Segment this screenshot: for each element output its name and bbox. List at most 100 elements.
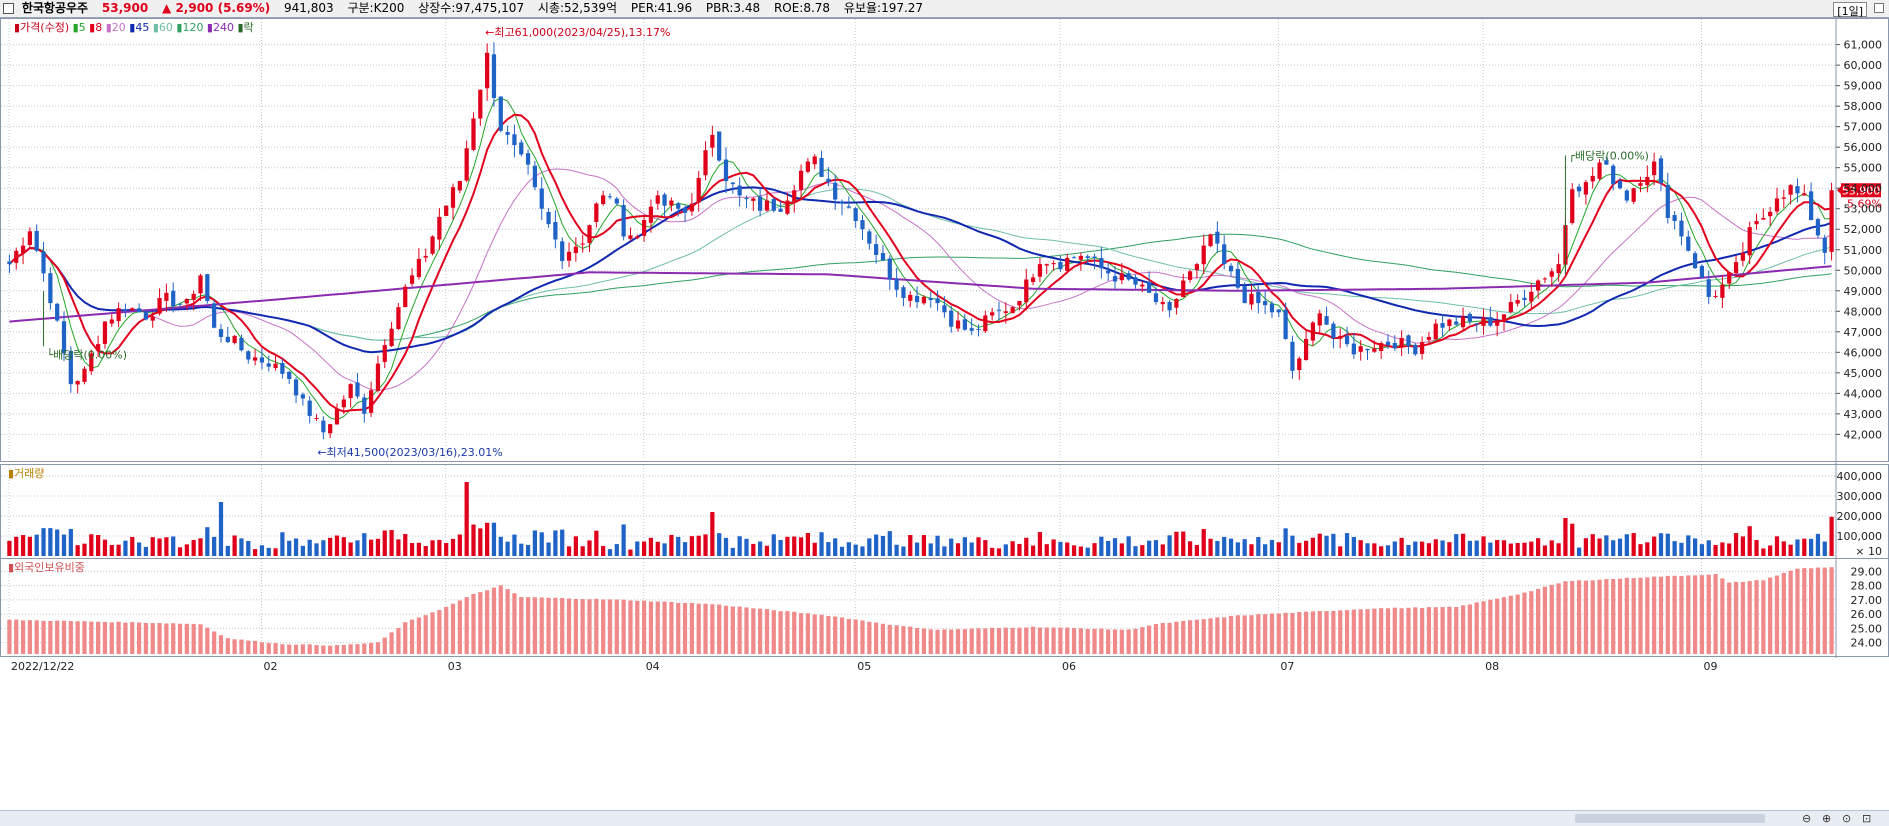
volume-bar bbox=[1303, 540, 1309, 556]
candle-body bbox=[546, 211, 551, 225]
candle-body bbox=[689, 203, 694, 212]
zoom-in-icon[interactable]: ⊕ bbox=[1822, 812, 1832, 825]
candle-body bbox=[785, 200, 790, 214]
volume-bar bbox=[621, 524, 626, 556]
volume-bar bbox=[983, 540, 988, 556]
volume-bar bbox=[853, 544, 858, 556]
candle-body bbox=[1795, 186, 1800, 194]
volume-bar bbox=[1829, 516, 1834, 556]
volume-bar bbox=[1788, 544, 1793, 556]
candle-body bbox=[1426, 336, 1432, 340]
volume-bar bbox=[1385, 545, 1391, 556]
foreign-ratio-bar bbox=[1119, 629, 1124, 654]
foreign-ratio-bar bbox=[1474, 602, 1479, 654]
foreign-ratio-bar bbox=[949, 629, 954, 654]
volume-bar bbox=[1808, 538, 1814, 556]
candle-body bbox=[778, 208, 783, 212]
candle-body bbox=[935, 298, 940, 304]
foreign-ratio-bar bbox=[1235, 615, 1240, 654]
foreign-ratio-bar bbox=[1563, 581, 1568, 654]
foreign-ratio-bar bbox=[1419, 608, 1425, 654]
volume-bar bbox=[232, 535, 237, 556]
listed-shares: 상장수:97,475,107 bbox=[418, 1, 525, 15]
price-tick-label: 51,000 bbox=[1844, 244, 1883, 257]
chart-scroll-bar[interactable]: ⊖ ⊕ ⊙ ⊡ bbox=[0, 810, 1889, 826]
candle-body bbox=[1727, 272, 1732, 284]
checkbox-icon[interactable] bbox=[3, 3, 14, 14]
volume-bar bbox=[1781, 541, 1786, 556]
zoom-out-icon[interactable]: ⊖ bbox=[1802, 812, 1812, 825]
volume-bar bbox=[1768, 545, 1773, 556]
candle-body bbox=[1508, 302, 1513, 312]
price-tick-label: 54,000 bbox=[1844, 182, 1883, 195]
volume-bar bbox=[1283, 528, 1288, 556]
stock-name[interactable]: 한국항공우주 bbox=[21, 1, 89, 15]
volume-bar bbox=[1515, 543, 1520, 556]
candle-body bbox=[300, 394, 305, 399]
volume-bar bbox=[1699, 544, 1705, 556]
volume-bar bbox=[1740, 536, 1745, 556]
candle-body bbox=[375, 363, 381, 391]
candle-body bbox=[205, 274, 210, 302]
foreign-ratio-bar bbox=[300, 644, 305, 654]
foreign-ratio-bar bbox=[280, 644, 285, 654]
volume-bar bbox=[710, 512, 715, 556]
foreign-tick-label: 25.00 bbox=[1851, 622, 1883, 635]
price-tick-label: 49,000 bbox=[1844, 285, 1883, 298]
volume-bar bbox=[662, 543, 667, 556]
volume-bar bbox=[1665, 533, 1670, 556]
candle-body bbox=[805, 161, 811, 172]
period-selector[interactable]: [1일] bbox=[1833, 2, 1867, 18]
volume-bar bbox=[314, 543, 319, 556]
scroll-thumb[interactable] bbox=[1575, 814, 1765, 823]
candle-body bbox=[1030, 277, 1036, 282]
volume-bar bbox=[1181, 531, 1186, 556]
volume-bar bbox=[273, 548, 278, 556]
foreign-ratio-bar bbox=[1611, 578, 1616, 654]
volume-bar bbox=[498, 536, 503, 556]
candle-body bbox=[1126, 273, 1131, 280]
volume-bar bbox=[1638, 544, 1643, 556]
candle-body bbox=[1399, 337, 1404, 347]
volume-bar bbox=[164, 537, 169, 556]
volume-bar bbox=[792, 536, 797, 556]
volume-bar bbox=[539, 532, 544, 556]
volume-bar bbox=[362, 533, 367, 556]
candle-body bbox=[1576, 186, 1582, 192]
foreign-ratio-bar bbox=[1092, 628, 1097, 654]
volume-bar bbox=[1379, 546, 1384, 556]
foreign-ratio-bar bbox=[669, 601, 674, 654]
candle-body bbox=[1303, 338, 1309, 360]
candle-body bbox=[1174, 298, 1179, 308]
volume-bar bbox=[102, 539, 108, 556]
close-icon[interactable] bbox=[1874, 3, 1884, 13]
price-tick-label: 48,000 bbox=[1844, 305, 1883, 318]
volume-bar bbox=[1338, 546, 1343, 556]
date-tick-label: 03 bbox=[448, 660, 462, 673]
foreign-ratio-bar bbox=[1071, 628, 1077, 654]
foreign-ratio-bar bbox=[648, 601, 654, 654]
volume-bar bbox=[1030, 545, 1036, 556]
trade-volume: 941,803 bbox=[284, 1, 334, 15]
candle-body bbox=[853, 208, 858, 222]
volume-bar bbox=[444, 542, 449, 556]
foreign-ratio-bar bbox=[1460, 605, 1466, 654]
stock-chart[interactable]: ←최고61,000(2023/04/25),13.17% ←최저41,500(20… bbox=[0, 18, 1889, 810]
volume-bar bbox=[1652, 536, 1657, 556]
candle-body bbox=[1658, 158, 1664, 184]
foreign-ratio-bar bbox=[635, 600, 640, 654]
candle-body bbox=[949, 310, 954, 327]
candle-body bbox=[1106, 270, 1111, 274]
candle-body bbox=[1829, 190, 1834, 252]
candle-body bbox=[287, 371, 292, 379]
volume-bars bbox=[7, 482, 1834, 556]
volume-bar bbox=[1617, 538, 1623, 556]
candle-body bbox=[437, 216, 442, 240]
candle-body bbox=[1256, 291, 1261, 304]
zoom-fit-icon[interactable]: ⊡ bbox=[1862, 812, 1872, 825]
zoom-reset-icon[interactable]: ⊙ bbox=[1842, 812, 1852, 825]
volume-bar bbox=[1583, 538, 1589, 556]
foreign-ratio-bar bbox=[641, 600, 647, 654]
candle-body bbox=[1358, 346, 1363, 352]
volume-bar bbox=[1044, 544, 1049, 556]
